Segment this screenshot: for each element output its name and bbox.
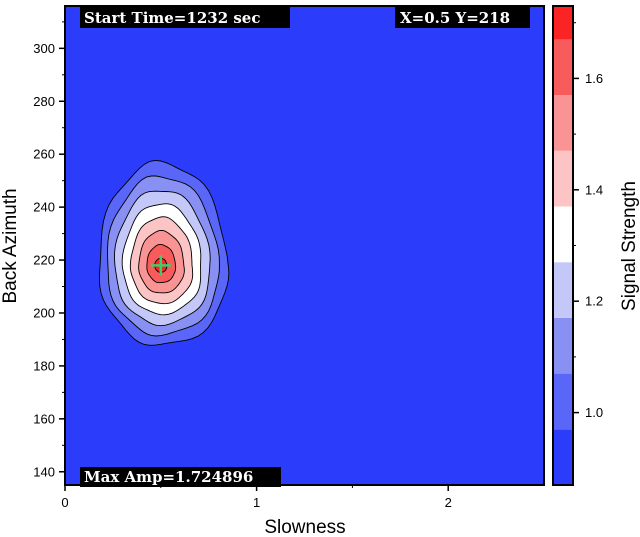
- start-time-box: [80, 7, 290, 28]
- x-tick-label-2: 2: [445, 495, 452, 510]
- colorbar-band-0: [553, 429, 573, 485]
- y-tick-label-2: 180: [33, 358, 55, 373]
- y-tick-label-0: 140: [33, 464, 55, 479]
- peak-marker: [150, 255, 171, 276]
- y-axis: 140 160 180 200 220 240 260 280 300: [33, 21, 65, 479]
- colorbar-band-6: [553, 95, 573, 151]
- colorbar-band-2: [553, 317, 573, 374]
- y-tick-label-1: 160: [33, 411, 55, 426]
- x-axis-title: Slowness: [264, 517, 345, 537]
- colorbar-band-4: [553, 206, 573, 263]
- y-tick-label-5: 240: [33, 200, 55, 215]
- colorbar-band-5: [553, 150, 573, 207]
- max-amp-text: Max Amp=1.724896: [84, 468, 253, 486]
- colorbar-band-3: [553, 262, 573, 318]
- y-tick-label-4: 220: [33, 253, 55, 268]
- y-tick-label-6: 260: [33, 147, 55, 162]
- x-tick-label-1: 1: [253, 495, 260, 510]
- colorbar-tick-label-0: 1.0: [585, 405, 603, 420]
- colorbar-band-8: [553, 6, 573, 40]
- colorbar-tick-label-3: 1.6: [585, 71, 603, 86]
- y-axis-title: Back Azimuth: [0, 188, 21, 303]
- x-tick-label-0: 0: [61, 495, 68, 510]
- position-text: X=0.5 Y=218: [400, 9, 510, 27]
- colorbar-tick-label-2: 1.4: [585, 182, 603, 197]
- colorbar-title: Signal Strength: [619, 181, 640, 311]
- position-box: [395, 7, 530, 28]
- x-axis: 0 1 2: [61, 485, 452, 510]
- max-amp-box: [80, 467, 281, 487]
- y-tick-label-7: 280: [33, 94, 55, 109]
- colorbar-tick-label-1: 1.2: [585, 294, 603, 309]
- y-tick-label-3: 200: [33, 305, 55, 320]
- plot-frame: [64, 5, 545, 486]
- colorbar: 1.0 1.2 1.4 1.6: [552, 5, 603, 486]
- start-time-text: Start Time=1232 sec: [84, 9, 260, 27]
- y-tick-label-8: 300: [33, 41, 55, 56]
- colorbar-band-1: [553, 373, 573, 430]
- colorbar-band-7: [553, 39, 573, 96]
